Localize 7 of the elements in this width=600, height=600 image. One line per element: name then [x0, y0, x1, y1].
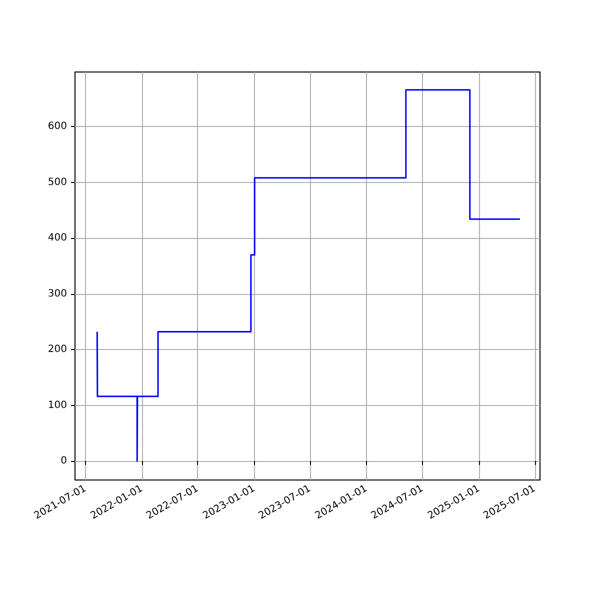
y-tick-label: 0 — [60, 456, 67, 467]
y-tick-label: 200 — [48, 344, 67, 356]
y-tick-label: 400 — [48, 232, 67, 244]
y-tick-label: 600 — [48, 121, 67, 132]
y-tick-label: 300 — [48, 288, 67, 300]
y-tick-label: 500 — [48, 176, 67, 188]
y-tick-label: 100 — [48, 400, 67, 411]
